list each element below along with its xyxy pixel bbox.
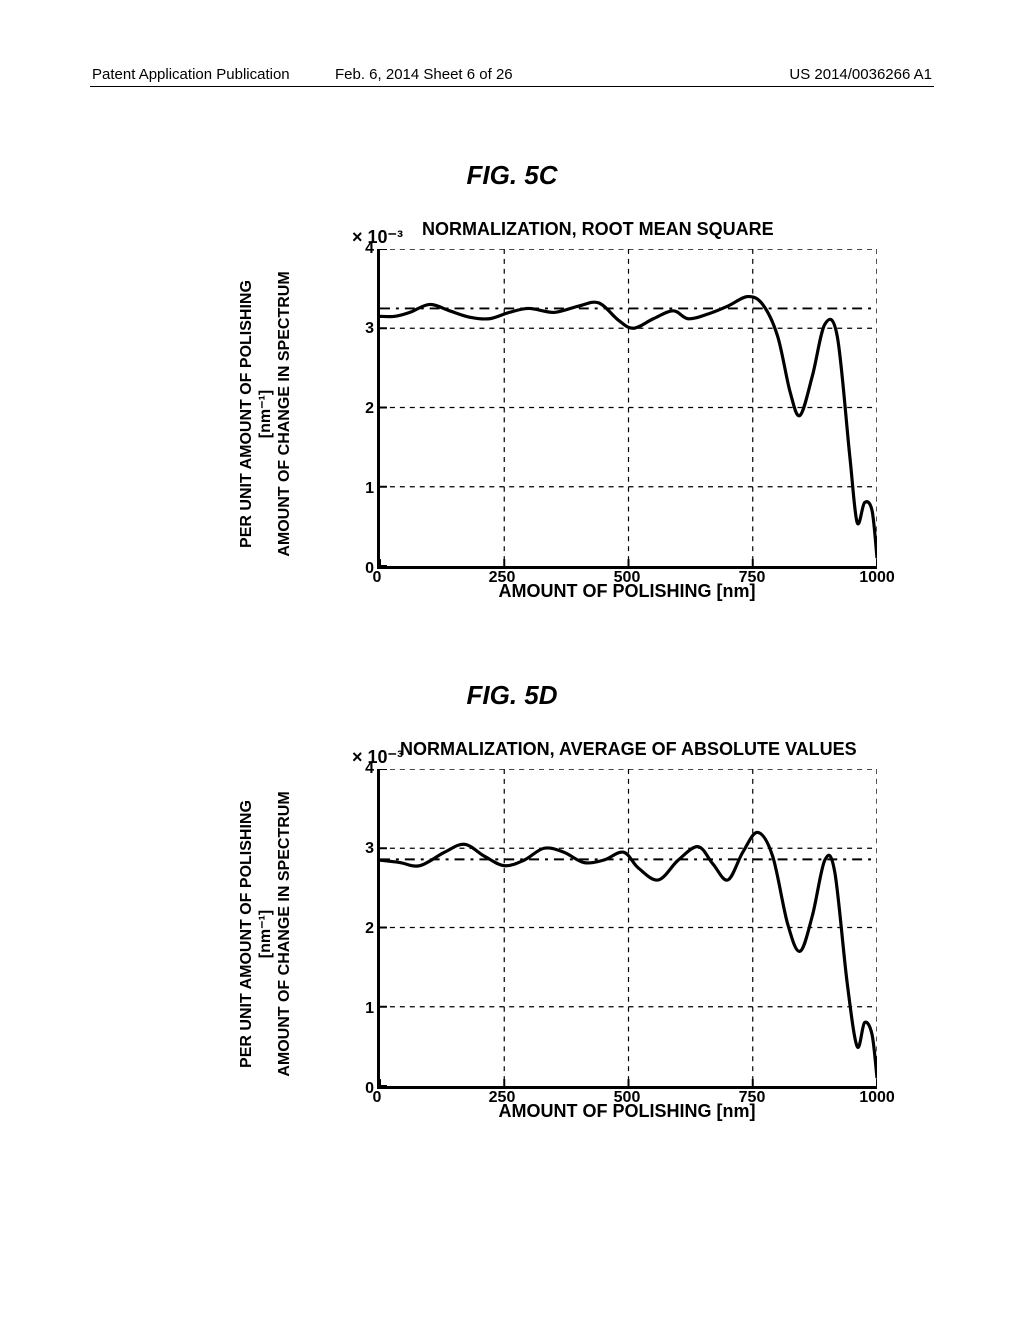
chart-5d-plot-area [377,769,877,1089]
ytick-label: 3 [356,840,374,858]
header-center: Feb. 6, 2014 Sheet 6 of 26 [335,66,513,83]
chart-5c-xlabel: AMOUNT OF POLISHING [nm] [377,581,877,602]
chart-5c-ylabel-line1: AMOUNT OF CHANGE IN SPECTRUM [275,254,294,574]
ytick-label: 4 [356,240,374,258]
ytick-label: 1 [356,1000,374,1018]
chart-5c-svg [380,249,877,566]
header-right: US 2014/0036266 A1 [789,66,932,83]
chart-5c-ylabel-line2: PER UNIT AMOUNT OF POLISHING [nm⁻¹] [237,254,275,574]
chart-5d-ylabel-line2: PER UNIT AMOUNT OF POLISHING [nm⁻¹] [237,774,275,1094]
patent-page: Patent Application Publication Feb. 6, 2… [0,0,1024,1320]
chart-5c-plot-area [377,249,877,569]
ytick-label: 4 [356,760,374,778]
ytick-label: 0 [356,560,374,578]
figure-5c-block: FIG. 5C NORMALIZATION, ROOT MEAN SQUARE … [0,160,1024,629]
header-rule [90,86,934,87]
header-left: Patent Application Publication [92,66,290,83]
figure-5c-label: FIG. 5C [0,160,1024,191]
figure-5c-chart: NORMALIZATION, ROOT MEAN SQUARE × 10⁻³ P… [122,219,902,629]
ytick-label: 3 [356,320,374,338]
chart-5d-ylabel: PER UNIT AMOUNT OF POLISHING [nm⁻¹] AMOU… [237,774,295,1094]
chart-5c-title: NORMALIZATION, ROOT MEAN SQUARE [422,219,774,240]
chart-5d-svg [380,769,877,1086]
ytick-label: 0 [356,1080,374,1098]
ytick-label: 2 [356,400,374,418]
chart-5d-xlabel: AMOUNT OF POLISHING [nm] [377,1101,877,1122]
chart-5d-title: NORMALIZATION, AVERAGE OF ABSOLUTE VALUE… [400,739,857,760]
figure-5d-chart: NORMALIZATION, AVERAGE OF ABSOLUTE VALUE… [122,739,902,1149]
chart-5c-ylabel: PER UNIT AMOUNT OF POLISHING [nm⁻¹] AMOU… [237,254,295,574]
chart-5d-grid [380,769,877,1086]
ytick-label: 1 [356,480,374,498]
chart-5d-ylabel-line1: AMOUNT OF CHANGE IN SPECTRUM [275,774,294,1094]
figure-5d-block: FIG. 5D NORMALIZATION, AVERAGE OF ABSOLU… [0,680,1024,1149]
figure-5d-label: FIG. 5D [0,680,1024,711]
ytick-label: 2 [356,920,374,938]
